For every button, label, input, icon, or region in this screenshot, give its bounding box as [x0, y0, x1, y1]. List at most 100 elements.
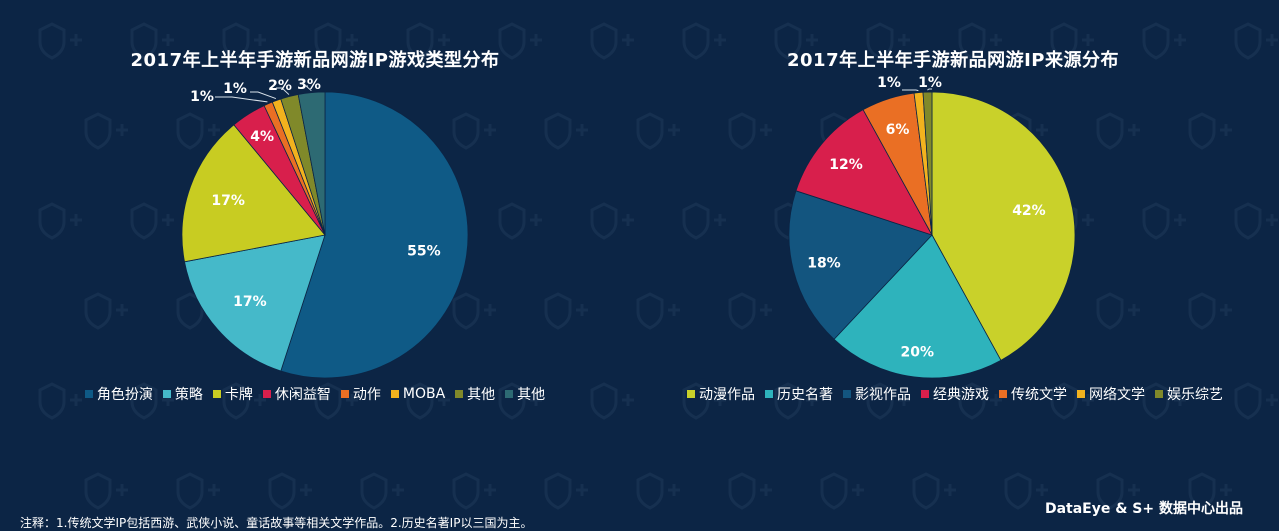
watermark-logo — [406, 22, 450, 60]
watermark-logo — [268, 472, 312, 510]
watermark-logo — [728, 472, 772, 510]
watermark-logo — [1234, 202, 1278, 240]
watermark-logo — [1004, 472, 1048, 510]
slice-label: 17% — [233, 294, 267, 310]
watermark-logo — [1142, 202, 1186, 240]
watermark-logo — [222, 22, 266, 60]
watermark-logo — [314, 382, 358, 420]
watermark-logo — [682, 202, 726, 240]
legend-item: 影视作品 — [843, 384, 911, 404]
game-type-pie: 55% 17% 17% 4% 1% 1% 2% 3% — [181, 77, 469, 379]
legend-item: 角色扮演 — [84, 384, 153, 404]
leader-line — [927, 88, 932, 91]
credit: DataEye & S+ 数据中心出品 — [1044, 501, 1243, 517]
pie-slice — [280, 91, 469, 379]
legend-label: 其他 — [517, 387, 546, 403]
legend-item: 其他 — [455, 384, 495, 404]
watermark-logo — [176, 472, 220, 510]
ip-source-pie: 42% 20% 18% 12% 6% 1% 1% — [788, 75, 1076, 379]
legend-swatch — [455, 390, 464, 398]
watermark-logo — [774, 22, 818, 60]
slice-label: 2% — [268, 78, 292, 94]
ip-source-chart-panel: 2017年上半年手游新品网游IP来源分布 42% 20% 18% 12% 6% 1% 1% … — [640, 0, 1279, 420]
pie-slice — [931, 91, 1076, 361]
legend-item: 动作 — [340, 384, 381, 404]
legend-label: 影视作品 — [855, 387, 911, 403]
slice-label: 12% — [829, 157, 863, 173]
slice-label: 42% — [1012, 203, 1046, 219]
legend-label: 动漫作品 — [699, 387, 755, 403]
legend-label: 网络文学 — [1089, 387, 1145, 403]
legend-label: 策略 — [174, 387, 203, 403]
legend-item: 策略 — [162, 384, 203, 404]
watermark-logo — [1188, 472, 1232, 510]
slice-label: 18% — [807, 256, 841, 272]
slice-label: 3% — [297, 77, 321, 93]
watermark-logo — [590, 382, 634, 420]
watermark-logo — [590, 202, 634, 240]
legend-label: 历史名著 — [777, 387, 833, 403]
watermark-logo — [866, 382, 910, 420]
watermark-logo — [84, 472, 128, 510]
watermark-logo — [314, 22, 358, 60]
legend-item: 传统文学 — [999, 384, 1067, 404]
watermark-logo — [1096, 112, 1140, 150]
leader-line — [250, 91, 277, 100]
watermark-logo — [1188, 112, 1232, 150]
watermark-logo — [1142, 382, 1186, 420]
watermark-logo — [682, 382, 726, 420]
pie-slice — [922, 91, 933, 236]
watermark-logo — [452, 472, 496, 510]
legend-swatch — [765, 390, 773, 398]
slice-label: 20% — [901, 344, 935, 360]
pie-slice — [297, 91, 326, 236]
legend-label: 角色扮演 — [96, 387, 153, 403]
watermark-logo — [1188, 292, 1232, 330]
slice-label: 1% — [190, 89, 214, 105]
watermark-logo — [38, 382, 82, 420]
slice-label: 1% — [877, 75, 901, 91]
leader-line — [902, 89, 919, 92]
legend-swatch — [921, 390, 929, 398]
legend-label: 传统文学 — [1011, 387, 1067, 403]
legend-swatch — [390, 390, 399, 398]
watermark-logo — [452, 112, 496, 150]
legend-swatch — [505, 390, 514, 398]
chart-legend: 角色扮演 策略 卡牌 休闲益智 动作 MOBA 其他 其他 — [0, 384, 635, 404]
watermark-logo — [1142, 22, 1186, 60]
watermark-logo — [498, 202, 542, 240]
legend-swatch — [687, 390, 695, 398]
watermark-logo — [38, 202, 82, 240]
watermark-logo — [1234, 382, 1278, 420]
watermark-logo — [38, 22, 82, 60]
chart-title: 2017年上半年手游新品网游IP来源分布 — [787, 50, 1119, 71]
watermark-logo — [590, 22, 634, 60]
watermark-logo — [636, 112, 680, 150]
legend-swatch — [340, 390, 349, 398]
pie-slice — [788, 190, 933, 340]
legend-swatch — [262, 390, 271, 398]
leader-line — [276, 87, 290, 95]
slice-label: 6% — [886, 122, 910, 138]
watermark-logo — [636, 292, 680, 330]
legend-item: 娱乐综艺 — [1155, 384, 1223, 404]
watermark-logo — [866, 22, 910, 60]
legend-swatch — [84, 390, 93, 398]
watermark-logo — [1096, 472, 1140, 510]
legend-label: 经典游戏 — [933, 387, 989, 403]
pie-slice — [181, 124, 326, 263]
watermark-logo — [728, 292, 772, 330]
pie-slice — [833, 234, 1002, 379]
legend-swatch — [162, 390, 171, 398]
watermark-logo — [544, 112, 588, 150]
watermark-logo — [774, 382, 818, 420]
watermark-logo — [130, 22, 174, 60]
legend-label: 休闲益智 — [274, 387, 331, 403]
legend-item: 网络文学 — [1077, 384, 1145, 404]
watermark-logo — [636, 472, 680, 510]
watermark-logo — [544, 472, 588, 510]
watermark-logo — [1234, 22, 1278, 60]
legend-item: 其他 — [505, 384, 545, 404]
chart-title: 2017年上半年手游新品网游IP游戏类型分布 — [130, 50, 500, 71]
watermark-logo — [406, 382, 450, 420]
